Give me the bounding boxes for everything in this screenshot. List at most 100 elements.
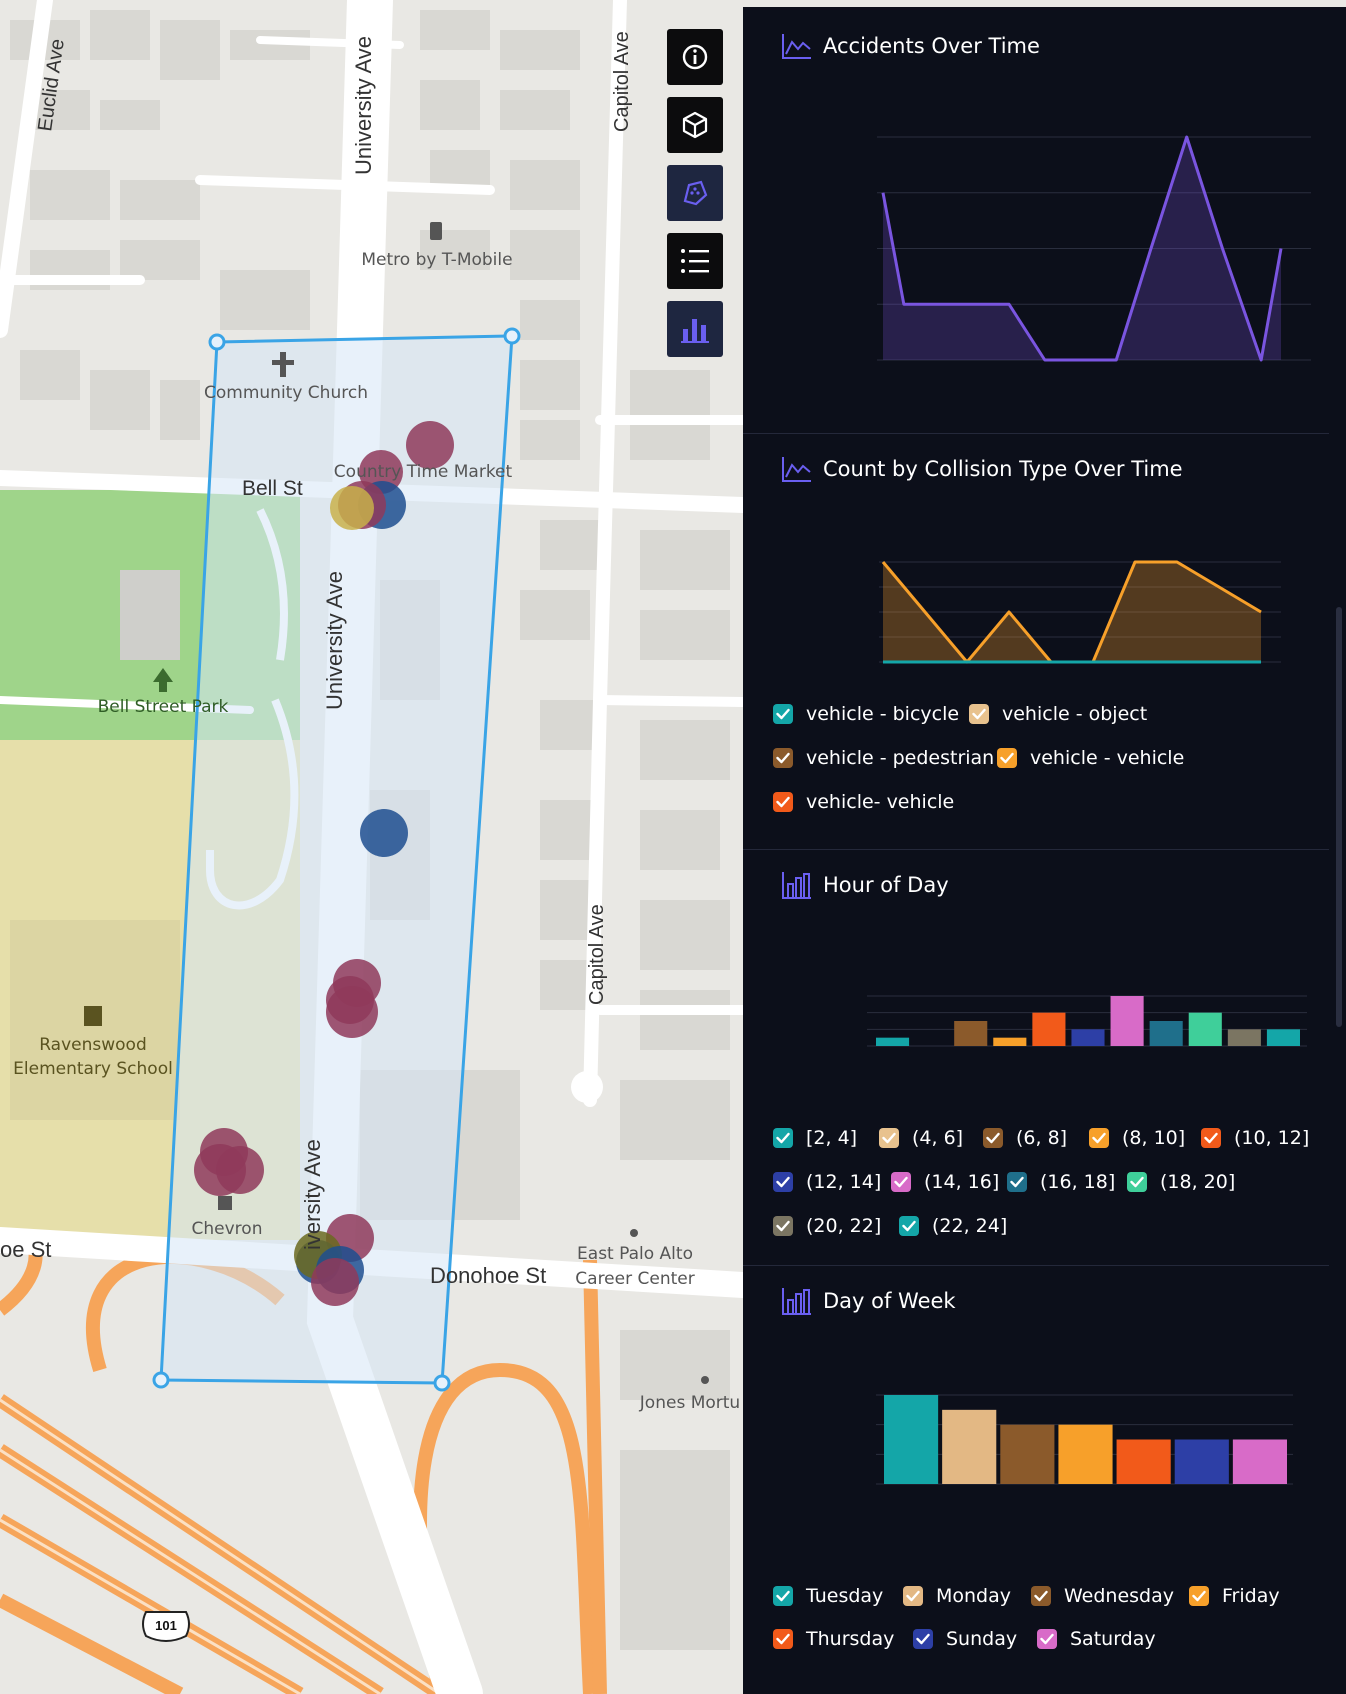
- check-icon: [776, 1590, 790, 1602]
- checkbox[interactable]: [1201, 1128, 1221, 1148]
- 3d-view-button[interactable]: [667, 97, 723, 153]
- bar: [1232, 1439, 1287, 1484]
- check-icon: [1010, 1176, 1024, 1188]
- bar: [1032, 1012, 1066, 1046]
- legend-label: (12, 14]: [806, 1171, 882, 1193]
- legend-item[interactable]: Monday: [903, 1585, 1011, 1607]
- place-label: Ravenswood: [39, 1035, 147, 1055]
- draw-polygon-button[interactable]: [667, 165, 723, 221]
- highway-101-shield-icon: 101: [142, 1611, 190, 1642]
- checkbox[interactable]: [913, 1629, 933, 1649]
- legend-label: vehicle - pedestrian: [806, 747, 995, 769]
- section-title: Day of Week: [782, 1288, 956, 1315]
- hour-of-day-legend: [2, 4] (4, 6] (6, 8] (8, 10] (10, 12] (12, 14…: [773, 1127, 1319, 1257]
- legend-item[interactable]: Saturday: [1037, 1628, 1156, 1650]
- list-button[interactable]: [667, 233, 723, 289]
- section-title-text: Accidents Over Time: [823, 34, 1040, 58]
- checkbox[interactable]: [773, 1586, 793, 1606]
- legend-item[interactable]: (12, 14]: [773, 1171, 881, 1193]
- legend-item[interactable]: (22, 24]: [899, 1215, 1007, 1237]
- legend-item[interactable]: (4, 6]: [879, 1127, 963, 1149]
- charts-button[interactable]: [667, 301, 723, 357]
- check-icon: [902, 1220, 916, 1232]
- checkbox[interactable]: [1189, 1586, 1209, 1606]
- accidents-over-time-chart[interactable]: [743, 107, 1329, 427]
- poi-dot-icon: [701, 1376, 709, 1384]
- checkbox[interactable]: [1007, 1172, 1027, 1192]
- legend-item[interactable]: (6, 8]: [983, 1127, 1067, 1149]
- check-icon: [1040, 1633, 1054, 1645]
- legend-item[interactable]: (16, 18]: [1007, 1171, 1115, 1193]
- phone-store-icon: [430, 222, 442, 240]
- check-icon: [906, 1590, 920, 1602]
- check-icon: [1000, 752, 1014, 764]
- day-of-week-chart[interactable]: [743, 1365, 1329, 1555]
- bar-chart-outline-icon: [782, 1288, 811, 1315]
- checkbox[interactable]: [1031, 1586, 1051, 1606]
- checkbox[interactable]: [773, 792, 793, 812]
- legend-item[interactable]: (18, 20]: [1127, 1171, 1235, 1193]
- legend-item[interactable]: vehicle- vehicle: [773, 791, 954, 813]
- legend-item[interactable]: [2, 4]: [773, 1127, 857, 1149]
- legend-item[interactable]: (10, 12]: [1201, 1127, 1309, 1149]
- legend-item[interactable]: vehicle - bicycle: [773, 703, 959, 725]
- section-collision-type: Count by Collision Type Over Time vehicl…: [743, 433, 1329, 850]
- legend-item[interactable]: (8, 10]: [1089, 1127, 1185, 1149]
- polygon-handles[interactable]: [152, 327, 521, 1392]
- checkbox[interactable]: [773, 1629, 793, 1649]
- checkbox[interactable]: [773, 1128, 793, 1148]
- legend-label: (18, 20]: [1160, 1171, 1236, 1193]
- accident-markers[interactable]: [194, 421, 454, 1306]
- bar: [1149, 1021, 1183, 1046]
- legend-label: (6, 8]: [1016, 1127, 1068, 1149]
- legend-item[interactable]: (14, 16]: [891, 1171, 999, 1193]
- checkbox[interactable]: [773, 748, 793, 768]
- checkbox[interactable]: [983, 1128, 1003, 1148]
- legend-item[interactable]: (20, 22]: [773, 1215, 881, 1237]
- street-label: oe St: [0, 1237, 51, 1262]
- checkbox[interactable]: [899, 1216, 919, 1236]
- legend-item[interactable]: Friday: [1189, 1585, 1280, 1607]
- poi-dot-icon: [630, 1229, 638, 1237]
- legend-label: vehicle - object: [1002, 703, 1148, 725]
- legend-item[interactable]: vehicle - object: [969, 703, 1147, 725]
- hour-of-day-chart[interactable]: [743, 949, 1329, 1119]
- checkbox[interactable]: [903, 1586, 923, 1606]
- checkbox[interactable]: [997, 748, 1017, 768]
- bar: [1266, 1029, 1300, 1046]
- analytics-panel[interactable]: Accidents Over Time Count by Collision T…: [743, 7, 1346, 1694]
- map-canvas[interactable]: 101 Euclid Ave University Ave Capitol Av…: [0, 0, 743, 1694]
- info-button[interactable]: [667, 29, 723, 85]
- legend-item[interactable]: Sunday: [913, 1628, 1017, 1650]
- legend-item[interactable]: Thursday: [773, 1628, 894, 1650]
- checkbox[interactable]: [969, 704, 989, 724]
- map-view[interactable]: 101 Euclid Ave University Ave Capitol Av…: [0, 0, 743, 1694]
- check-icon: [1192, 1590, 1206, 1602]
- checkbox[interactable]: [773, 1172, 793, 1192]
- legend-item[interactable]: Wednesday: [1031, 1585, 1174, 1607]
- place-label: East Palo Alto: [577, 1244, 693, 1264]
- check-icon: [916, 1633, 930, 1645]
- check-icon: [894, 1176, 908, 1188]
- legend-label: (8, 10]: [1122, 1127, 1186, 1149]
- panel-scrollbar[interactable]: [1336, 607, 1342, 1027]
- checkbox[interactable]: [1089, 1128, 1109, 1148]
- legend-item[interactable]: Tuesday: [773, 1585, 883, 1607]
- checkbox[interactable]: [773, 1216, 793, 1236]
- checkbox[interactable]: [891, 1172, 911, 1192]
- bar: [876, 1037, 910, 1046]
- check-icon: [882, 1132, 896, 1144]
- place-label: Jones Mortu: [639, 1393, 740, 1413]
- legend-item[interactable]: vehicle - vehicle: [997, 747, 1184, 769]
- check-icon: [776, 796, 790, 808]
- series-area: [883, 562, 1261, 662]
- checkbox[interactable]: [879, 1128, 899, 1148]
- checkbox[interactable]: [773, 704, 793, 724]
- church-icon: [272, 352, 294, 377]
- legend-label: Saturday: [1070, 1628, 1156, 1650]
- checkbox[interactable]: [1037, 1629, 1057, 1649]
- bar-chart-outline-icon: [782, 872, 811, 899]
- collision-type-chart[interactable]: [743, 533, 1329, 683]
- checkbox[interactable]: [1127, 1172, 1147, 1192]
- legend-item[interactable]: vehicle - pedestrian: [773, 747, 994, 769]
